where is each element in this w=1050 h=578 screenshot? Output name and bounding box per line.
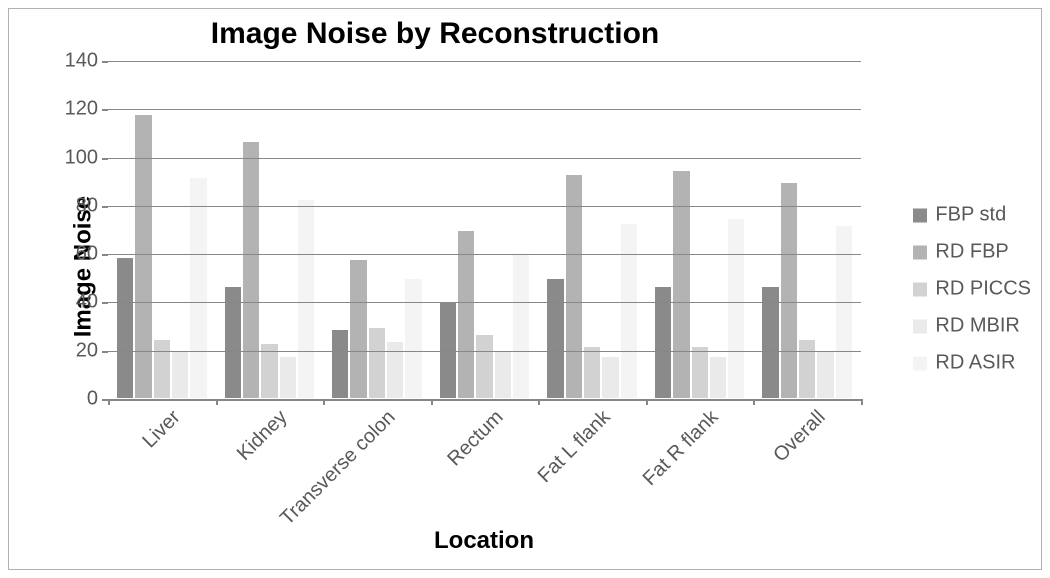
bar [368, 327, 386, 399]
bar [565, 174, 583, 399]
gridline [108, 109, 861, 110]
bar-group: Kidney [216, 61, 324, 399]
bar [279, 356, 297, 399]
legend-item: RD MBIR [913, 315, 1031, 338]
legend-label: RD MBIR [935, 315, 1019, 338]
y-tick-label: 0 [87, 388, 108, 411]
bar [189, 177, 207, 399]
x-tick-mark [538, 399, 540, 405]
bar-group: Fat R flank [646, 61, 754, 399]
bar [242, 141, 260, 399]
bar [816, 351, 834, 399]
x-tick-mark [646, 399, 648, 405]
legend-label: RD FBP [935, 241, 1008, 264]
bar [601, 356, 619, 399]
x-tick-mark [861, 399, 863, 405]
chart-outer: Image Noise by Reconstruction Image Nois… [0, 0, 1050, 578]
x-tick-mark [323, 399, 325, 405]
bar [116, 257, 134, 399]
bar-group: Overall [753, 61, 861, 399]
x-tick-label: Fat R flank [631, 399, 723, 491]
bar [349, 259, 367, 399]
bar [297, 199, 315, 399]
legend-swatch [913, 356, 927, 370]
legend-item: RD FBP [913, 241, 1031, 264]
legend-item: FBP std [913, 204, 1031, 227]
bar [512, 254, 530, 399]
plot-area: LiverKidneyTransverse colonRectumFat L f… [107, 61, 861, 401]
legend: FBP std RD FBP RD PICCS RD MBIR RD ASIR [913, 204, 1031, 375]
legend-swatch [913, 245, 927, 259]
gridline [108, 158, 861, 159]
bar [709, 356, 727, 399]
x-tick-label: Kidney [226, 399, 293, 466]
chart-frame: Image Noise by Reconstruction Image Nois… [8, 8, 1042, 570]
gridline [108, 206, 861, 207]
y-tick-label: 80 [76, 194, 108, 217]
bar [494, 351, 512, 399]
y-tick-label: 60 [76, 243, 108, 266]
x-tick-mark [216, 399, 218, 405]
legend-item: RD ASIR [913, 352, 1031, 375]
legend-label: RD PICCS [935, 278, 1031, 301]
bar [153, 339, 171, 399]
y-tick-label: 20 [76, 339, 108, 362]
bar [835, 225, 853, 399]
y-tick-label: 40 [76, 291, 108, 314]
legend-swatch [913, 282, 927, 296]
y-tick-label: 140 [65, 50, 108, 73]
x-tick-label: Overall [762, 399, 830, 467]
bar [457, 230, 475, 399]
x-tick-label: Liver [131, 399, 185, 453]
bar [780, 182, 798, 399]
x-tick-label: Rectum [436, 399, 508, 471]
bar-group: Transverse colon [323, 61, 431, 399]
legend-swatch [913, 208, 927, 222]
legend-label: FBP std [935, 204, 1006, 227]
gridline [108, 61, 861, 62]
gridline [108, 351, 861, 352]
bar [331, 329, 349, 399]
bar [727, 218, 745, 399]
legend-swatch [913, 319, 927, 333]
x-axis-label: Location [107, 527, 861, 555]
y-tick-label: 120 [65, 98, 108, 121]
bar [260, 343, 278, 399]
gridline [108, 254, 861, 255]
x-tick-mark [431, 399, 433, 405]
bar-group: Fat L flank [538, 61, 646, 399]
bar [798, 339, 816, 399]
bar-group: Liver [108, 61, 216, 399]
bar [672, 170, 690, 399]
gridline [108, 302, 861, 303]
legend-label: RD ASIR [935, 352, 1015, 375]
x-tick-mark [753, 399, 755, 405]
bar [404, 278, 422, 399]
x-tick-mark [108, 399, 110, 405]
legend-item: RD PICCS [913, 278, 1031, 301]
bar [583, 346, 601, 399]
bar [691, 346, 709, 399]
bar [620, 223, 638, 399]
chart-title: Image Noise by Reconstruction [9, 17, 861, 51]
bar [475, 334, 493, 399]
bar-groups: LiverKidneyTransverse colonRectumFat L f… [108, 61, 861, 399]
bar [546, 278, 564, 399]
bar [171, 351, 189, 399]
x-tick-label: Fat L flank [527, 399, 616, 488]
bar-group: Rectum [431, 61, 539, 399]
y-tick-label: 100 [65, 146, 108, 169]
